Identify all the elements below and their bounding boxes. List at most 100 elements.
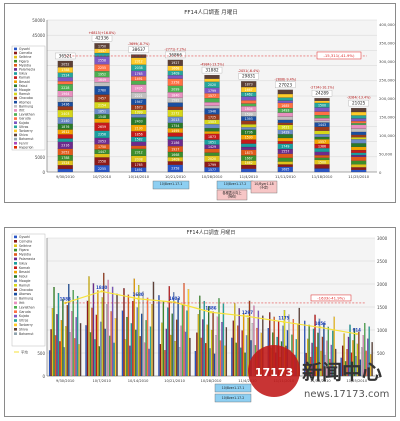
top-stack-segment bbox=[241, 120, 257, 125]
bottom-date-label: 9/30/2010 bbox=[56, 379, 75, 383]
top-stack-segment bbox=[314, 115, 330, 119]
top-chart-title: FF14人口調査 月曜日 bbox=[184, 8, 238, 16]
bottom-bar bbox=[332, 330, 334, 377]
bottom-bar bbox=[68, 284, 70, 377]
bottom-bar bbox=[371, 342, 373, 377]
bottom-bar bbox=[114, 318, 117, 377]
bottom-bar bbox=[72, 290, 74, 377]
top-segment-label: 1500 bbox=[318, 104, 326, 108]
top-segment-label: 1436 bbox=[61, 103, 69, 107]
bottom-legend-label: Palamecia bbox=[19, 257, 35, 261]
top-segment-label: 1765 bbox=[135, 163, 143, 167]
top-segment-label: 2038 bbox=[135, 66, 143, 70]
top-right-tick-label: 400,000 bbox=[379, 22, 395, 27]
bottom-bar bbox=[174, 341, 176, 377]
bottom-legend-swatch bbox=[14, 328, 17, 331]
top-legend-label: Ifrit bbox=[19, 109, 25, 113]
bottom-bar bbox=[111, 286, 114, 377]
bottom-bar bbox=[108, 335, 111, 377]
top-left-tick-label: 5000 bbox=[35, 155, 46, 160]
top-stack-segment bbox=[277, 164, 293, 167]
top-segment-label: 2760 bbox=[98, 89, 106, 93]
top-stack-segment bbox=[167, 106, 183, 110]
top-segment-label: 1725 bbox=[208, 115, 216, 119]
bottom-legend-swatch bbox=[14, 319, 17, 322]
top-stack-segment bbox=[131, 114, 147, 118]
bottom-bar bbox=[123, 288, 125, 377]
top-stack-segment bbox=[167, 75, 183, 79]
bottom-annotation-box bbox=[214, 383, 252, 393]
bottom-legend-label: Shiva bbox=[19, 327, 28, 331]
bottom-average-label: 914 bbox=[353, 327, 362, 332]
bottom-bar bbox=[173, 292, 175, 377]
top-legend-swatch bbox=[14, 92, 17, 96]
top-legend-label: Palamecia bbox=[19, 68, 35, 72]
top-stack-segment bbox=[277, 141, 293, 144]
bottom-average-point bbox=[282, 320, 286, 324]
top-legend-swatch bbox=[14, 141, 17, 145]
bottom-bar bbox=[333, 316, 335, 377]
bottom-chart-title: FF14人口調査 月曜日 bbox=[187, 229, 236, 236]
bottom-legend-swatch bbox=[14, 314, 17, 318]
top-stack-segment bbox=[314, 134, 330, 138]
bottom-bar bbox=[145, 320, 147, 377]
bottom-bar bbox=[71, 311, 73, 377]
top-segment-label: 1673 bbox=[135, 106, 143, 110]
top-segment-label: 1462 bbox=[245, 161, 253, 165]
top-stack-segment bbox=[277, 97, 293, 101]
bottom-bar bbox=[329, 358, 331, 377]
top-segment-label: 2154 bbox=[98, 104, 106, 108]
bottom-legend-swatch bbox=[14, 270, 17, 274]
bottom-average-label: 1297 bbox=[242, 310, 253, 315]
bottom-bar bbox=[78, 344, 80, 377]
bottom-bar bbox=[129, 345, 131, 377]
top-right-tick-label: 350,000 bbox=[379, 41, 395, 46]
bottom-bar bbox=[177, 298, 179, 377]
bottom-bar bbox=[335, 348, 337, 377]
bottom-bar bbox=[143, 342, 146, 377]
bottom-bar bbox=[367, 338, 369, 377]
bottom-bar bbox=[138, 285, 140, 377]
top-segment-label: 1873 bbox=[245, 82, 253, 86]
bottom-bar bbox=[221, 322, 223, 377]
top-legend-label: Leviathan bbox=[19, 113, 35, 117]
bottom-bar bbox=[92, 283, 95, 377]
bottom-bar bbox=[158, 295, 160, 377]
top-total-label: 42336 bbox=[95, 36, 109, 41]
bottom-legend-swatch bbox=[14, 288, 17, 291]
top-stack-segment bbox=[351, 123, 367, 125]
bottom-bar bbox=[100, 321, 102, 377]
top-segment-label: 1667 bbox=[245, 156, 253, 160]
bottom-bar bbox=[314, 314, 316, 377]
top-left-tick-label: 0 bbox=[42, 170, 45, 175]
bottom-bar bbox=[315, 346, 318, 377]
bottom-legend-label: Balmung bbox=[19, 297, 33, 301]
top-legend-swatch bbox=[14, 117, 17, 120]
bottom-legend-label: Tonberry bbox=[18, 323, 33, 327]
top-segment-label: 1447 bbox=[98, 150, 106, 154]
top-segment-label: 1429 bbox=[208, 145, 216, 149]
top-segment-label: 2316 bbox=[61, 144, 69, 148]
bottom-bar bbox=[218, 298, 220, 377]
bottom-bar bbox=[361, 347, 363, 377]
top-change-label: -4984(-13.5%) bbox=[200, 63, 224, 67]
top-legend-label: Atomos bbox=[19, 100, 31, 104]
top-legend-label: Tonberry bbox=[18, 129, 33, 133]
watermark-title: 新闻中心 bbox=[302, 360, 382, 384]
bottom-bar bbox=[324, 354, 327, 377]
top-segment-label: 1393 bbox=[245, 117, 253, 121]
top-legend-swatch bbox=[14, 47, 17, 51]
top-stack-segment bbox=[351, 120, 367, 124]
top-stack-segment bbox=[204, 152, 220, 156]
top-segment-label: 2659 bbox=[98, 125, 106, 129]
bottom-bar bbox=[53, 287, 55, 377]
top-segment-label: 1495 bbox=[171, 129, 179, 133]
top-segment-label: 2255 bbox=[98, 66, 106, 70]
top-stacked-chart: FF14人口調査 月曜日5000045000400003500030000250… bbox=[11, 8, 395, 201]
top-total-label: 31882 bbox=[205, 67, 219, 72]
bottom-average-label: 1386 bbox=[205, 306, 216, 311]
bottom-legend-swatch bbox=[14, 235, 17, 239]
bottom-bar bbox=[180, 325, 182, 377]
top-legend-swatch bbox=[14, 80, 17, 83]
top-stack-segment bbox=[241, 124, 257, 128]
